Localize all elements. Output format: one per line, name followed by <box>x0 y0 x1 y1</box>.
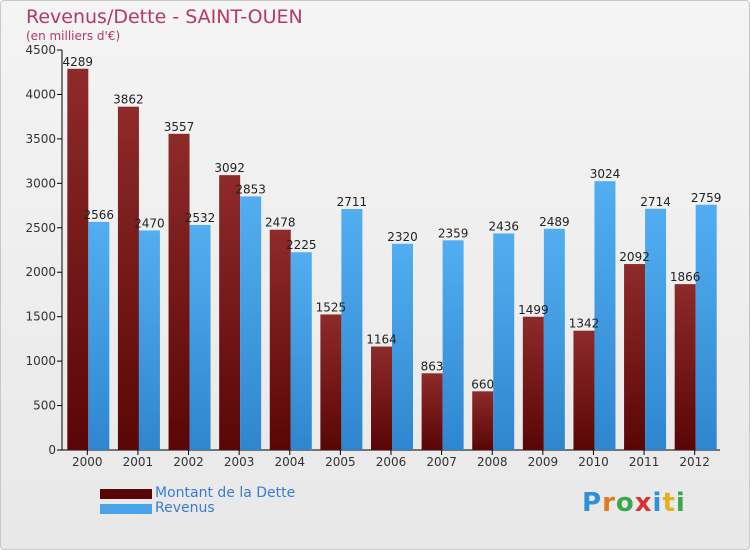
bar-revenus-2010 <box>594 181 616 450</box>
data-label-revenus-2012: 2759 <box>691 191 722 205</box>
bar-revenus-2011 <box>645 208 667 450</box>
x-tick-label: 2000 <box>72 455 103 469</box>
bar-dette-2002 <box>168 133 190 451</box>
data-label-revenus-2011: 2714 <box>640 195 671 209</box>
y-tick-label: 500 <box>33 399 56 413</box>
chart-subtitle: (en milliers d'€) <box>26 29 121 43</box>
data-label-dette-2005: 1525 <box>316 300 347 314</box>
y-tick-label: 3000 <box>25 176 56 190</box>
x-tick-label: 2011 <box>629 455 660 469</box>
bar-revenus-2009 <box>543 228 565 450</box>
data-label-revenus-2000: 2566 <box>84 208 115 222</box>
data-label-revenus-2009: 2489 <box>539 215 570 229</box>
y-tick-label: 1000 <box>25 354 56 368</box>
y-tick-label: 2000 <box>25 265 56 279</box>
data-label-revenus-2007: 2359 <box>438 226 469 240</box>
data-label-revenus-2001: 2470 <box>134 216 165 230</box>
y-tick-label: 3500 <box>25 132 56 146</box>
x-tick-label: 2007 <box>426 455 457 469</box>
bar-revenus-2012 <box>695 204 717 450</box>
data-label-revenus-2003: 2853 <box>235 182 266 196</box>
data-label-dette-2006: 1164 <box>366 333 397 347</box>
bar-revenus-2003 <box>240 196 262 450</box>
data-label-dette-2011: 2092 <box>619 250 650 264</box>
bar-dette-2004 <box>269 229 291 450</box>
data-label-revenus-2004: 2225 <box>286 238 317 252</box>
bar-dette-2000 <box>67 68 89 450</box>
data-label-revenus-2010: 3024 <box>590 167 621 181</box>
bar-revenus-2006 <box>392 243 413 450</box>
data-label-revenus-2008: 2436 <box>488 219 519 233</box>
bar-dette-2005 <box>320 314 342 450</box>
bar-dette-2001 <box>117 106 139 450</box>
x-tick-label: 2012 <box>679 455 710 469</box>
bar-dette-2003 <box>219 175 241 450</box>
legend-swatch-revenus <box>100 504 152 514</box>
legend-label-debt: Montant de la Dette <box>155 485 296 501</box>
bar-dette-2007 <box>421 373 443 450</box>
data-label-revenus-2002: 2532 <box>185 211 216 225</box>
data-label-dette-2000: 4289 <box>63 55 94 69</box>
bar-revenus-2001 <box>138 230 160 450</box>
data-label-dette-2003: 3092 <box>214 161 245 175</box>
data-label-dette-2010: 1342 <box>569 317 600 331</box>
y-tick-label: 2500 <box>25 221 56 235</box>
x-tick-label: 2006 <box>376 455 407 469</box>
chart-title: Revenus/Dette - SAINT-OUEN <box>26 6 303 28</box>
data-label-dette-2012: 1866 <box>670 270 701 284</box>
x-tick-label: 2005 <box>325 455 356 469</box>
bar-revenus-2004 <box>290 252 312 450</box>
x-tick-label: 2001 <box>123 455 154 469</box>
data-label-revenus-2005: 2711 <box>337 195 368 209</box>
data-label-dette-2001: 3862 <box>113 93 144 107</box>
bar-dette-2012 <box>674 284 696 450</box>
x-tick-label: 2004 <box>274 455 305 469</box>
bar-dette-2008 <box>472 391 494 450</box>
data-label-revenus-2006: 2320 <box>387 230 418 244</box>
bar-dette-2011 <box>624 264 646 450</box>
data-label-dette-2007: 863 <box>421 359 444 373</box>
bar-revenus-2008 <box>493 233 515 450</box>
bar-revenus-2005 <box>341 209 363 450</box>
y-tick-label: 4500 <box>25 43 56 57</box>
y-tick-label: 0 <box>48 443 56 457</box>
bar-revenus-2002 <box>189 224 211 450</box>
proxiti-logo: Proxiti <box>582 488 686 518</box>
x-tick-label: 2010 <box>578 455 609 469</box>
data-label-dette-2009: 1499 <box>518 303 549 317</box>
x-tick-label: 2002 <box>173 455 204 469</box>
y-tick-label: 4000 <box>25 87 56 101</box>
data-label-dette-2008: 660 <box>471 377 494 391</box>
legend-swatch-debt <box>100 489 152 499</box>
bar-dette-2010 <box>573 330 595 450</box>
x-tick-label: 2009 <box>528 455 559 469</box>
data-label-dette-2002: 3557 <box>164 120 195 134</box>
bar-revenus-2000 <box>88 221 110 450</box>
legend-label-revenus: Revenus <box>155 500 215 516</box>
x-tick-label: 2003 <box>224 455 255 469</box>
y-tick-label: 1500 <box>25 310 56 324</box>
bar-revenus-2007 <box>442 240 464 450</box>
bar-dette-2009 <box>522 316 544 450</box>
bar-dette-2006 <box>371 346 392 450</box>
x-tick-label: 2008 <box>477 455 508 469</box>
data-label-dette-2004: 2478 <box>265 216 296 230</box>
